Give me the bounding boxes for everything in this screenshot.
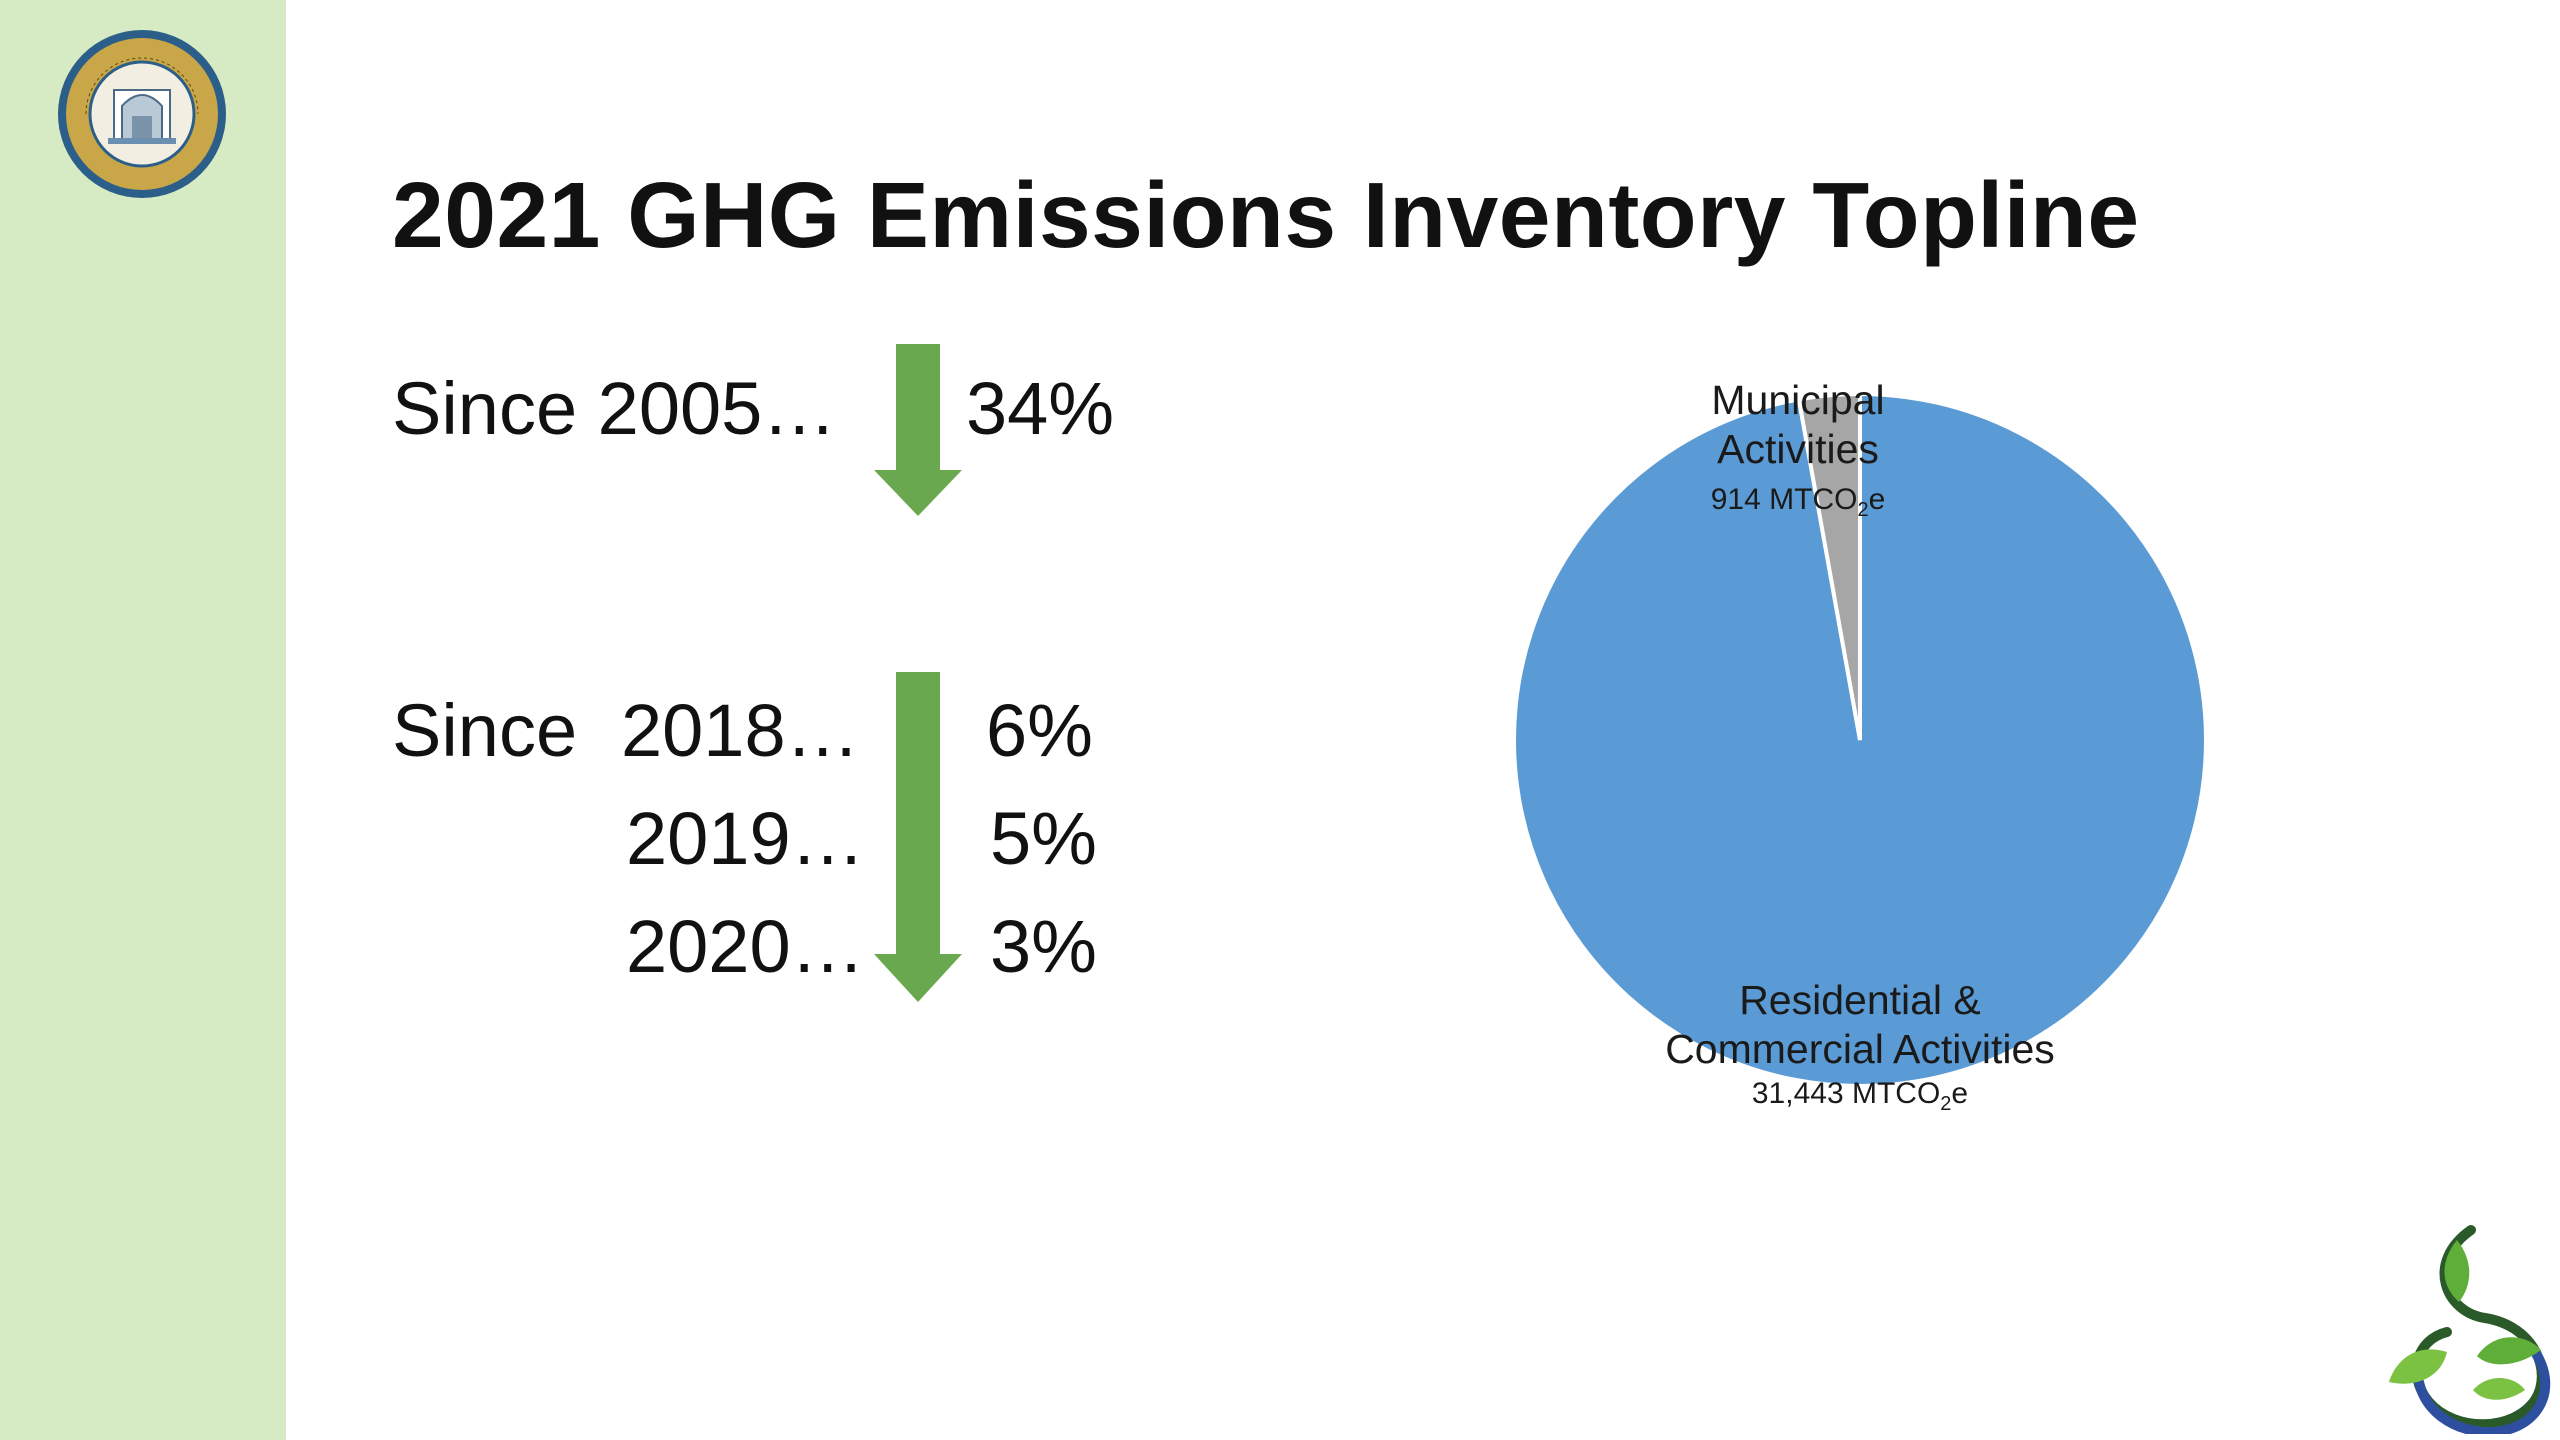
down-arrow-icon	[874, 344, 962, 516]
residential-value-sub: 2	[1940, 1093, 1952, 1116]
since-label: Since	[392, 689, 578, 772]
year-2020-label: 2020…	[626, 905, 865, 988]
municipal-label-line-2: Activities	[1717, 426, 1879, 473]
residential-value-tail: e	[1951, 1077, 1969, 1111]
residential-label-line-2: Commercial Activities	[1665, 1026, 2055, 1073]
slide-title: 2021 GHG Emissions Inventory Topline	[392, 163, 2140, 267]
year-2018-label: 2018…	[621, 689, 860, 772]
since-2005-label: Since 2005…	[392, 367, 837, 450]
year-2019-value: 5%	[990, 797, 1097, 880]
since-2005-value: 34%	[966, 367, 1115, 450]
residential-value: 31,443 MTCO2e	[1640, 1076, 2080, 1116]
sprout-logo	[2389, 1225, 2551, 1434]
municipal-value-sub: 2	[1857, 499, 1869, 522]
pie-slice-municipal	[1796, 391, 1862, 741]
year-2020-value: 3%	[990, 905, 1097, 988]
municipal-value-text: 914 MTCO	[1710, 483, 1858, 517]
city-seal-logo	[58, 30, 226, 198]
sidebar-band	[0, 0, 286, 1440]
residential-label: Residential & Commercial Activities 31,4…	[1640, 976, 2080, 1116]
residential-label-line-1: Residential &	[1739, 977, 1981, 1023]
municipal-label: Municipal Activities 914 MTCO2e	[1698, 376, 1898, 522]
residential-value-text: 31,443 MTCO	[1751, 1077, 1941, 1111]
year-2019-label: 2019…	[626, 797, 865, 880]
municipal-label-line-1: Municipal	[1711, 377, 1885, 423]
long-down-arrow-icon	[874, 672, 962, 1002]
municipal-value-tail: e	[1868, 483, 1886, 517]
year-2018-value: 6%	[986, 689, 1093, 772]
emissions-pie-chart	[1512, 391, 2208, 1088]
municipal-value: 914 MTCO2e	[1698, 482, 1898, 522]
